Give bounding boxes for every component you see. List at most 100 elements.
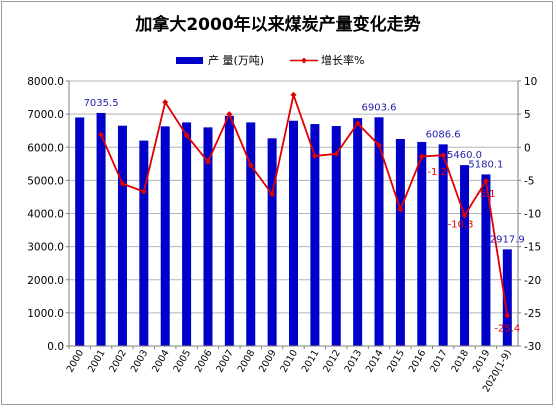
growth-point: [226, 111, 233, 118]
bar-value-label: 6086.6: [426, 129, 461, 140]
growth-point: [376, 142, 383, 149]
bar: [182, 122, 192, 346]
bar-value-label: 6903.6: [362, 102, 397, 113]
growth-point: [183, 132, 190, 139]
legend-swatch-production: [176, 57, 203, 64]
bar: [289, 120, 298, 346]
y-tick-label: 1000.0: [27, 308, 64, 320]
growth-point: [354, 120, 361, 127]
growth-point: [504, 312, 511, 319]
legend-label-growth: 增长率%: [321, 53, 364, 67]
x-tick-label: 2010: [278, 348, 300, 374]
growth-point: [247, 162, 254, 169]
bar: [246, 122, 256, 346]
y2-tick-label: -30: [524, 341, 541, 353]
y-tick-label: 3000.0: [27, 242, 64, 254]
legend: 产 量(万吨) 增长率%: [176, 53, 364, 67]
x-tick-label: 2001: [86, 348, 108, 374]
y2-tick-label: 0: [524, 142, 531, 154]
x-tick-label: 2014: [364, 348, 386, 374]
bar-value-label: 5460.0: [447, 150, 482, 161]
bar: [460, 165, 470, 346]
bar: [224, 115, 234, 346]
y-tick-label: 0.0: [47, 341, 64, 353]
growth-point: [204, 158, 211, 165]
growth-point: [98, 131, 105, 138]
growth-line: [100, 91, 509, 316]
bar: [374, 117, 384, 346]
y-tick-label: 7000.0: [27, 109, 64, 121]
growth-point: [418, 153, 425, 160]
y-tick-label: 5000.0: [27, 175, 64, 187]
y2-tick-label: 5: [524, 109, 531, 121]
growth-point: [290, 91, 297, 98]
growth-line-series: [98, 91, 511, 319]
x-tick-label: 2004: [150, 348, 172, 374]
legend-label-production: 产 量(万吨): [208, 53, 264, 67]
bar: [267, 138, 277, 346]
bar: [75, 117, 85, 346]
y-tick-label: 6000.0: [27, 142, 64, 154]
growth-point: [397, 206, 404, 213]
bar: [395, 138, 405, 346]
growth-value-label: -10.3: [448, 219, 474, 230]
x-tick-label: 2006: [193, 348, 215, 374]
bar: [310, 124, 320, 346]
growth-point: [333, 150, 340, 157]
bar: [353, 118, 363, 346]
x-tick-label: 2003: [129, 348, 151, 374]
bar: [139, 140, 149, 346]
growth-point: [269, 191, 276, 198]
y2-tick-label: 10: [524, 76, 537, 88]
bar-series: [75, 112, 512, 346]
y2-tick-label: -5: [524, 175, 534, 187]
growth-point: [461, 212, 468, 219]
bar: [96, 112, 106, 346]
bar-value-label: 5180.1: [468, 159, 503, 170]
axes: [66, 80, 521, 349]
growth-value-label: -25.4: [494, 324, 520, 335]
bar: [417, 141, 427, 346]
bar: [438, 144, 448, 346]
bar: [331, 126, 341, 346]
bar: [481, 174, 491, 346]
bar: [117, 125, 127, 346]
growth-point: [311, 152, 318, 159]
x-tick-label: 2012: [321, 348, 343, 374]
y2-tick-label: -15: [524, 242, 541, 254]
y-tick-label: 8000.0: [27, 76, 64, 88]
x-tick-label: 2009: [257, 348, 279, 374]
x-tick-label: 2000: [65, 348, 87, 374]
x-tick-label: 2005: [172, 348, 194, 374]
x-tick-label: 2011: [300, 348, 322, 374]
x-tick-label: 2013: [343, 348, 365, 374]
y-tick-label: 2000.0: [27, 275, 64, 287]
x-tick-label: 2018: [450, 348, 472, 374]
x-tick-label: 2016: [407, 348, 429, 374]
growth-point: [162, 99, 169, 106]
x-tick-label: 2008: [236, 348, 258, 374]
y2-tick-label: -25: [524, 308, 541, 320]
x-tick-label: 2017: [428, 348, 450, 374]
x-tick-label: 2015: [385, 348, 407, 374]
y2-tick-label: -20: [524, 275, 541, 287]
y-tick-label: 4000.0: [27, 209, 64, 221]
bar-value-label: 7035.5: [84, 98, 119, 109]
chart-title: 加拿大2000年以来煤炭产量变化走势: [134, 14, 420, 35]
legend-marker-growth: [301, 57, 307, 64]
bar-value-label: 2917.9: [490, 234, 525, 245]
growth-point: [119, 180, 126, 187]
bar: [203, 127, 213, 346]
growth-value-label: -5.1: [476, 189, 496, 200]
x-tick-label: 2002: [107, 348, 129, 374]
x-tick-label: 2007: [214, 348, 236, 374]
bar: [502, 249, 512, 346]
y2-tick-label: -10: [524, 209, 541, 221]
growth-value-label: -1.2: [427, 167, 447, 178]
growth-point: [482, 178, 489, 185]
growth-point: [140, 188, 147, 195]
x-tick-label: 2019: [471, 348, 493, 374]
bar: [160, 126, 170, 346]
